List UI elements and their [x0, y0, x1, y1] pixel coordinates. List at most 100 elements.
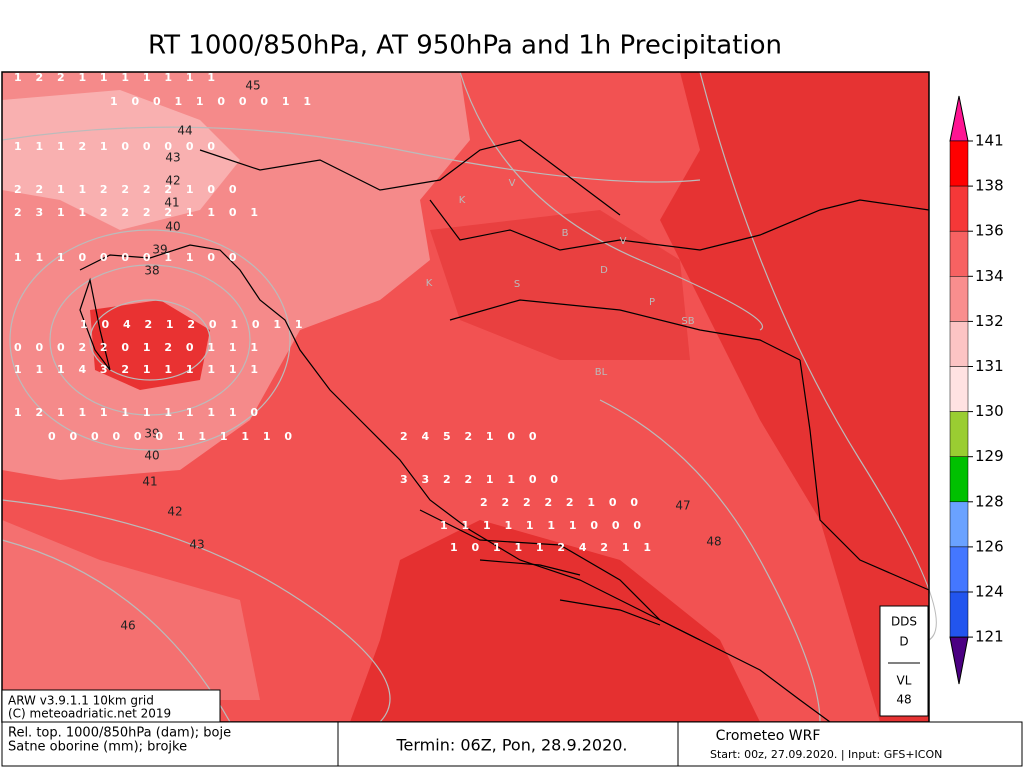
dds-text: 48 [896, 693, 911, 707]
dark-field-east [660, 72, 929, 722]
colorbar-label: 131 [975, 357, 1004, 375]
brand-box [677, 721, 1023, 767]
region-label: V [620, 236, 627, 247]
colorbar-label: 134 [975, 267, 1004, 285]
precip-row: 1 1 1 2 1 0 0 0 0 0 [14, 140, 220, 153]
colorbar-segment [949, 546, 969, 593]
contour-label: 41 [164, 196, 179, 210]
region-label: V [509, 178, 516, 189]
precip-row: 1 0 1 1 1 2 4 2 1 1 [450, 541, 656, 554]
legend-box [1, 721, 339, 767]
precip-row: 1 1 1 0 0 0 0 1 1 0 0 [14, 251, 242, 264]
contour-label: 39 [144, 427, 159, 441]
contour-label: 48 [706, 535, 721, 549]
contour-label: 38 [144, 264, 159, 278]
colorbar-label: 130 [975, 402, 1004, 420]
precip-row: 1 0 0 1 1 0 0 0 1 1 [110, 95, 316, 108]
copyright-text: (C) meteoadriatic.net 2019 [8, 707, 171, 721]
map: 45 44 43 42 41 40 39 38 39 40 41 42 43 46 47 48 V K B V S D P… [1, 71, 937, 723]
colorbar-label: 132 [975, 312, 1004, 330]
lighter-field [2, 90, 240, 230]
contour-label: 43 [165, 151, 180, 165]
region-label: P [649, 297, 655, 308]
contour-label: 39 [152, 243, 167, 257]
dds-box: DDS D VL 48 [879, 605, 929, 717]
dark-field [90, 300, 210, 390]
colorbar-label: 128 [975, 492, 1004, 510]
colorbar-bottom-arrow [949, 636, 969, 685]
precip-row: 1 2 1 1 1 1 1 1 1 1 1 0 [14, 406, 263, 419]
contour-label: 47 [675, 499, 690, 513]
region-label: BL [595, 367, 608, 378]
colorbar-top-arrow [949, 95, 969, 142]
contour-label: 45 [245, 79, 260, 93]
termin-box [337, 721, 679, 767]
precip-row: 1 1 1 4 3 2 1 1 1 1 1 1 [14, 363, 263, 376]
precip-row: 1 0 4 2 1 2 0 1 0 1 1 [80, 318, 308, 331]
dark-field-inland [430, 210, 690, 360]
colorbar-label: 129 [975, 447, 1004, 465]
model-text: ARW v3.9.1.1 10km grid [8, 694, 154, 708]
precip-row: 2 2 2 2 2 1 0 0 [480, 496, 643, 509]
contour-label: 42 [167, 505, 182, 519]
contour-labels: 45 44 43 42 41 40 39 38 39 40 41 42 43 46 47 48 [120, 79, 721, 633]
colorbar: 141 138 136 134 132 131 130 129 128 126 124 121 [949, 95, 1004, 685]
colorbar-label: 124 [975, 583, 1004, 601]
colorbar-label: 138 [975, 177, 1004, 195]
precip-row: 3 3 2 2 1 1 0 0 [400, 473, 563, 486]
legend-text: Rel. top. 1000/850hPa (dam); boje [8, 726, 231, 741]
colorbar-label: 126 [975, 537, 1004, 555]
precip-values: 1 2 2 1 1 1 1 1 1 1 1 0 0 1 1 0 0 0 1 1 1 … [14, 71, 656, 554]
medium-field [2, 520, 260, 700]
dds-text: DDS [891, 615, 917, 629]
dds-text: D [899, 635, 908, 649]
legend-text: Satne oborine (mm); brojke [8, 740, 187, 755]
region-label: SB [681, 316, 694, 327]
colorbar-label: 121 [975, 628, 1004, 646]
colorbar-label: 136 [975, 222, 1004, 240]
colorbar-segment [949, 501, 969, 548]
start-text: Start: 00z, 27.09.2020. | Input: GFS+ICO… [710, 748, 942, 761]
colorbar-segment [949, 140, 969, 187]
dds-text: VL [897, 674, 912, 688]
colorbar-segment [949, 366, 969, 412]
region-label: K [426, 278, 433, 289]
contour-label: 41 [142, 475, 157, 489]
region-label: K [459, 195, 466, 206]
contours [1, 71, 937, 723]
region-labels: V K B V S D P SB BL K [426, 178, 695, 378]
footer: ARW v3.9.1.1 10km grid (C) meteoadriatic… [1, 689, 1023, 767]
region-label: D [600, 265, 608, 276]
precip-row: 0 0 0 0 0 0 1 1 1 1 1 0 [48, 430, 297, 443]
borders-coastline [79, 139, 930, 723]
colorbar-segment [949, 456, 969, 503]
colorbar-segment [949, 321, 969, 367]
precip-row: 0 0 0 2 2 0 1 2 0 1 1 1 [14, 341, 263, 354]
colorbar-label: 141 [975, 132, 1004, 150]
precip-row: 2 3 1 1 2 2 2 2 1 1 0 1 [14, 206, 263, 219]
precip-row: 1 2 2 1 1 1 1 1 1 1 [14, 71, 220, 84]
dds-frame [879, 605, 929, 717]
brand-text: Crometeo WRF [716, 728, 821, 744]
contour-label: 44 [177, 124, 192, 138]
precip-row: 1 1 1 1 1 1 1 0 0 0 [440, 519, 646, 532]
colorbar-segment [949, 185, 969, 232]
colorbar-segment [949, 411, 969, 457]
termin-text: Termin: 06Z, Pon, 28.9.2020. [395, 736, 627, 755]
contour-label: 40 [144, 449, 159, 463]
region-label: B [562, 228, 569, 239]
dark-field-south [350, 520, 760, 722]
region-label: S [514, 279, 520, 290]
contour-label: 46 [120, 619, 135, 633]
contour-label: 40 [165, 220, 180, 234]
title: RT 1000/850hPa, AT 950hPa and 1h Precipi… [148, 31, 782, 61]
colorbar-segment [949, 591, 969, 638]
precip-row: 2 2 1 1 2 2 2 2 1 0 0 [14, 183, 242, 196]
contour-label: 42 [165, 174, 180, 188]
contour-label: 43 [189, 538, 204, 552]
colorbar-segment [949, 230, 969, 277]
precip-row: 2 4 5 2 1 0 0 [400, 430, 542, 443]
colorbar-segment [949, 276, 969, 322]
